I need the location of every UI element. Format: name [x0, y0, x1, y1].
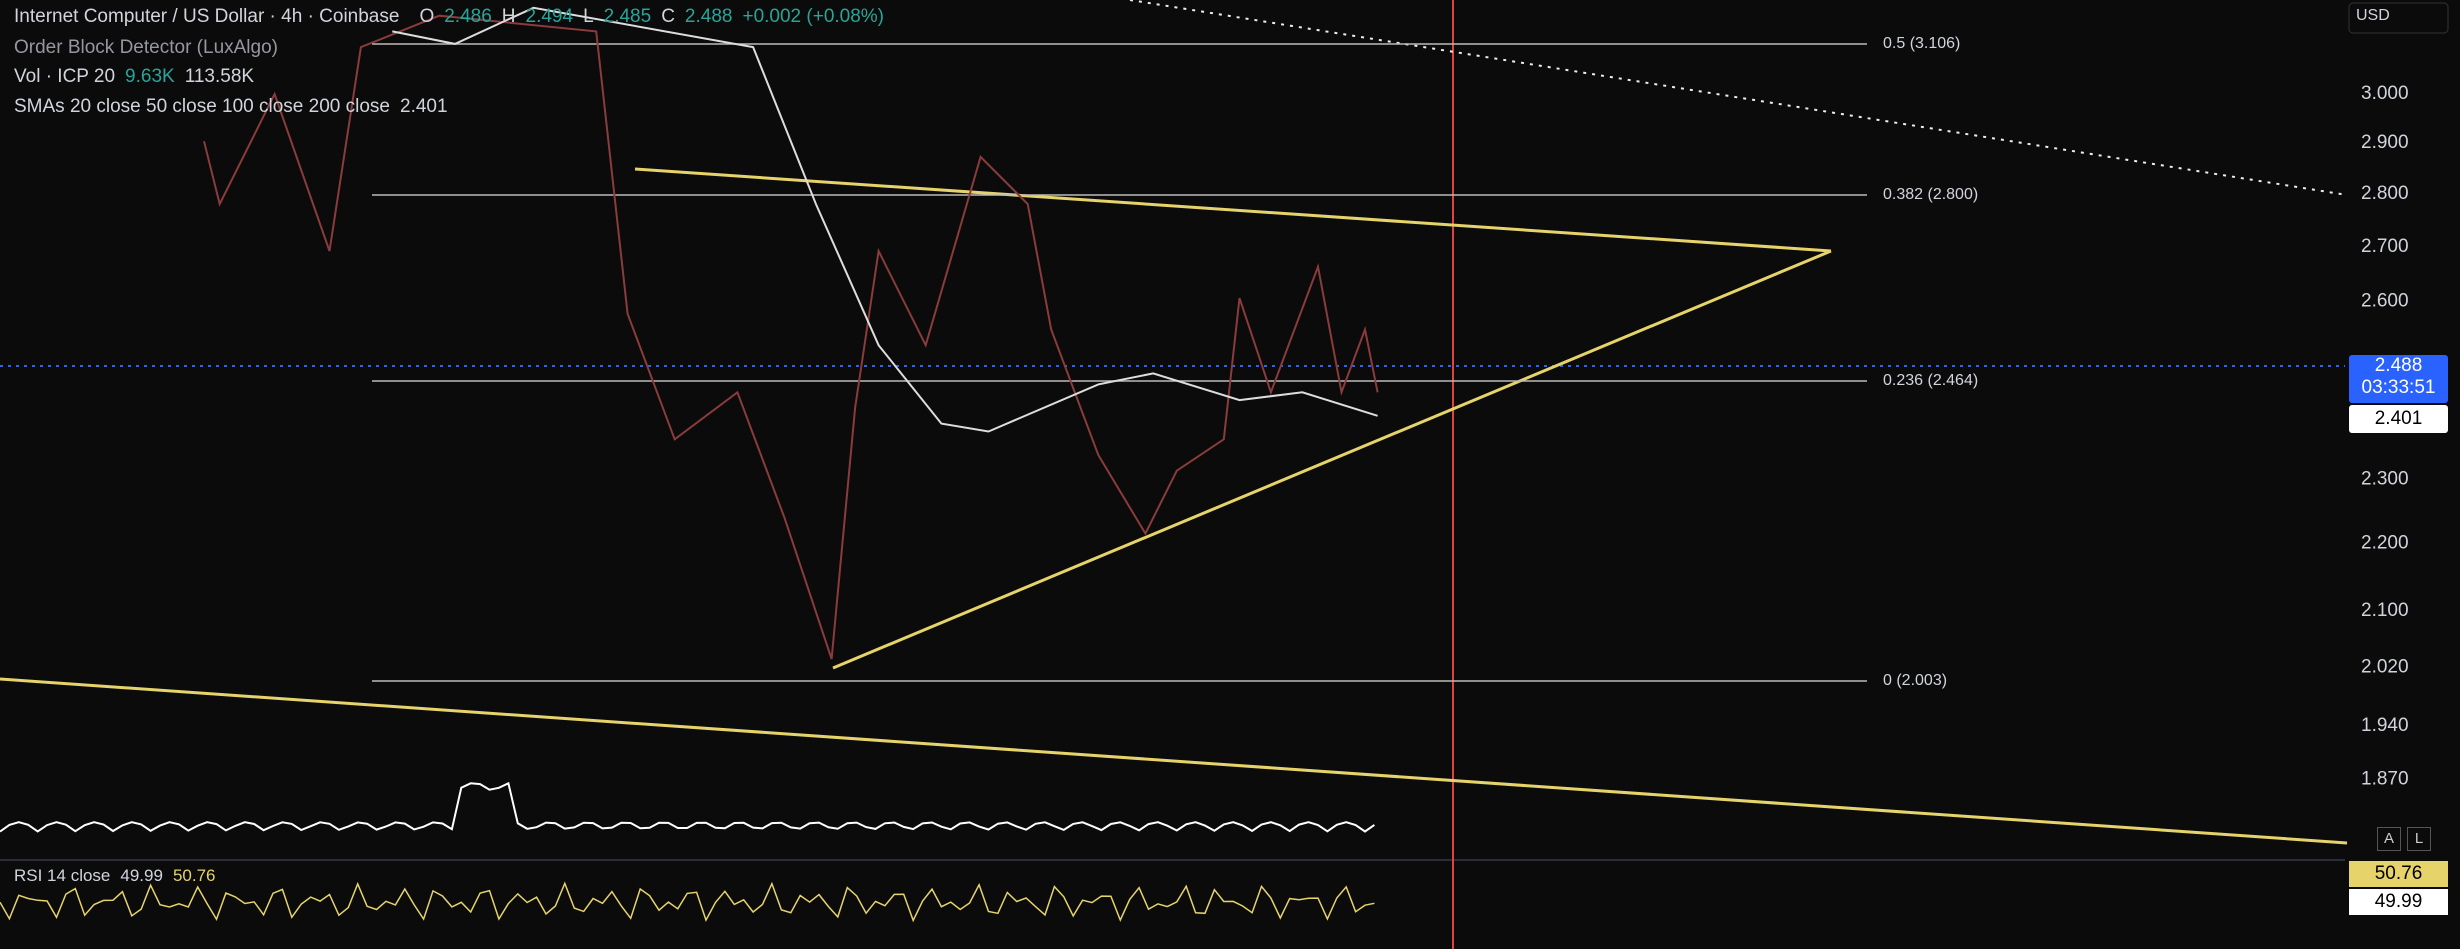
indicator-name: Vol · ICP 20 — [14, 66, 116, 87]
open: 2.486 — [444, 6, 492, 27]
indicator-name: SMAs 20 close 50 close 100 close 200 clo… — [14, 96, 390, 117]
ohlc-label: H — [501, 6, 516, 27]
ohlc-label: C — [661, 6, 675, 27]
rsi-tag: 49.99 — [2349, 889, 2448, 915]
fib-label: 0.236 (2.464) — [1883, 372, 1978, 389]
sma-tag: 2.401 — [2349, 405, 2448, 433]
countdown: 03:33:51 — [2361, 377, 2436, 398]
currency-selector[interactable] — [2348, 2, 2449, 34]
price-axis-label: 2.900 — [2361, 132, 2409, 153]
ohlc-label: L — [583, 6, 594, 27]
volume-ma — [0, 781, 1375, 833]
ohlc-label: O — [419, 6, 435, 27]
triangle-upper — [634, 167, 1832, 253]
trendline-dotted — [1129, 0, 2348, 196]
fib-label: 0.382 (2.800) — [1883, 186, 1978, 203]
channel-line — [0, 677, 2348, 845]
price-axis-label: 1.940 — [2361, 715, 2409, 736]
indicator-value: 50.76 — [172, 866, 216, 885]
rsi-line — [0, 881, 1375, 923]
low: 2.485 — [603, 6, 652, 27]
indicator-value: 2.401 — [400, 96, 448, 117]
price-path — [203, 14, 1379, 660]
indicator-name: RSI 14 close — [14, 866, 111, 885]
indicator-value: 9.63K — [125, 66, 175, 87]
indicator-name: Order Block Detector (LuxAlgo) — [14, 37, 278, 58]
fib-label: 0 (2.003) — [1883, 672, 1947, 689]
price-axis-label: 1.870 — [2361, 768, 2409, 789]
symbol: Internet Computer / US Dollar · 4h · Coi… — [14, 6, 400, 27]
price-axis-label: 2.100 — [2361, 600, 2409, 621]
fib-label: 0.5 (3.106) — [1883, 35, 1960, 52]
indicator-value: 49.99 — [120, 866, 163, 885]
close: 2.488 — [684, 6, 733, 27]
price-axis-label: 2.020 — [2361, 657, 2409, 678]
price-axis-label: 2.600 — [2361, 291, 2409, 312]
price-axis-label: 2.700 — [2361, 236, 2409, 257]
rsi-ma-tag: 50.76 — [2349, 861, 2448, 887]
price-tag: 2.488 03:33:51 — [2349, 355, 2448, 403]
price-axis-label: 2.300 — [2361, 468, 2409, 489]
currency[interactable]: USD — [2356, 7, 2390, 24]
price-axis-panel — [2345, 0, 2460, 949]
change: +0.002 (+0.08%) — [742, 6, 885, 27]
price-axis-label: 3.000 — [2361, 83, 2409, 104]
auto-button[interactable]: A — [2377, 827, 2401, 851]
high: 2.494 — [525, 6, 574, 27]
price-axis-label: 2.800 — [2361, 183, 2409, 204]
price-axis-label: 2.200 — [2361, 533, 2409, 554]
log-button[interactable]: L — [2407, 827, 2431, 851]
sma-line — [392, 6, 1378, 433]
last-price: 2.488 — [2374, 355, 2423, 376]
triangle-lower — [832, 249, 1832, 670]
indicator-value: 113.58K — [184, 66, 255, 87]
